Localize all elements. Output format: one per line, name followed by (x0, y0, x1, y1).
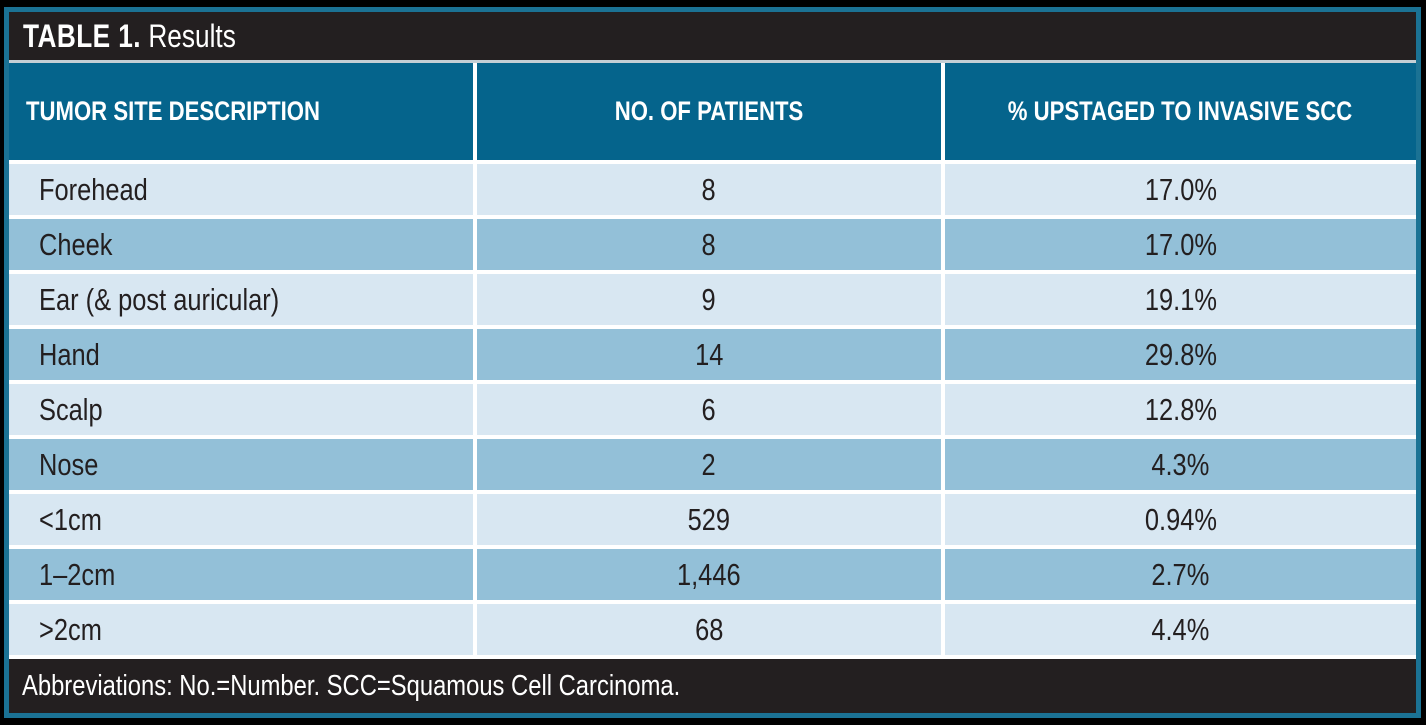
cell-pct-upstaged: 17.0% (945, 219, 1416, 270)
cell-no-of-patients-text: 1,446 (677, 556, 741, 592)
cell-tumor-site: Hand (9, 329, 473, 380)
column-header-pct-upstaged-text: % UPSTAGED TO INVASIVE SCC (1008, 96, 1353, 126)
table-number-label: TABLE 1. (23, 17, 141, 54)
cell-tumor-site-text: 1–2cm (39, 556, 116, 592)
cell-tumor-site: Ear (& post auricular) (9, 274, 473, 325)
cell-no-of-patients: 8 (477, 219, 941, 270)
cell-tumor-site-text: Forehead (39, 171, 148, 207)
cell-pct-upstaged-text: 0.94% (1144, 501, 1217, 537)
cell-pct-upstaged: 19.1% (945, 274, 1416, 325)
cell-pct-upstaged: 4.3% (945, 439, 1416, 490)
cell-tumor-site: Scalp (9, 384, 473, 435)
results-table: TABLE 1. Results TUMOR SITE DESCRIPTION N… (4, 7, 1421, 718)
column-header-pct-upstaged: % UPSTAGED TO INVASIVE SCC (945, 63, 1416, 160)
cell-pct-upstaged-text: 2.7% (1151, 556, 1210, 592)
cell-no-of-patients-text: 9 (701, 281, 717, 317)
cell-no-of-patients-text: 529 (687, 501, 731, 537)
cell-no-of-patients: 14 (477, 329, 941, 380)
table-row: <1cm 529 0.94% (9, 494, 1416, 545)
table-body: Forehead 8 17.0% Cheek 8 17.0% Ear (& post aur… (9, 160, 1416, 655)
cell-tumor-site-text: Hand (39, 336, 100, 372)
cell-tumor-site-text: Cheek (39, 226, 113, 262)
cell-pct-upstaged: 29.8% (945, 329, 1416, 380)
cell-no-of-patients: 2 (477, 439, 941, 490)
cell-no-of-patients: 6 (477, 384, 941, 435)
cell-pct-upstaged: 2.7% (945, 549, 1416, 600)
column-header-tumor-site: TUMOR SITE DESCRIPTION (9, 63, 473, 160)
cell-no-of-patients-text: 2 (701, 446, 717, 482)
cell-tumor-site: >2cm (9, 604, 473, 655)
cell-no-of-patients: 1,446 (477, 549, 941, 600)
table-title-text: Results (148, 17, 236, 54)
cell-tumor-site: 1–2cm (9, 549, 473, 600)
table-title-bar: TABLE 1. Results (9, 12, 1416, 60)
column-header-tumor-site-text: TUMOR SITE DESCRIPTION (26, 96, 320, 126)
cell-no-of-patients: 68 (477, 604, 941, 655)
cell-tumor-site-text: >2cm (39, 611, 102, 647)
table-title: TABLE 1. Results (23, 18, 236, 55)
cell-no-of-patients-text: 8 (701, 171, 717, 207)
cell-pct-upstaged: 4.4% (945, 604, 1416, 655)
column-header-no-of-patients: NO. OF PATIENTS (477, 63, 941, 160)
column-header-no-of-patients-text: NO. OF PATIENTS (614, 96, 804, 126)
table-row: Hand 14 29.8% (9, 329, 1416, 380)
cell-pct-upstaged-text: 17.0% (1144, 226, 1217, 262)
cell-pct-upstaged-text: 19.1% (1144, 281, 1217, 317)
cell-no-of-patients-text: 14 (694, 336, 724, 372)
table-row: Forehead 8 17.0% (9, 164, 1416, 215)
table-row: Cheek 8 17.0% (9, 219, 1416, 270)
cell-no-of-patients-text: 6 (701, 391, 717, 427)
table-row: Scalp 6 12.8% (9, 384, 1416, 435)
cell-pct-upstaged-text: 4.4% (1151, 611, 1210, 647)
cell-pct-upstaged-text: 29.8% (1144, 336, 1217, 372)
cell-no-of-patients-text: 8 (701, 226, 717, 262)
abbreviations-text: Abbreviations: No.=Number. SCC=Squamous … (22, 669, 681, 702)
cell-pct-upstaged: 0.94% (945, 494, 1416, 545)
table-row: Nose 2 4.3% (9, 439, 1416, 490)
cell-tumor-site-text: Ear (& post auricular) (39, 281, 280, 317)
cell-pct-upstaged: 12.8% (945, 384, 1416, 435)
table-row: 1–2cm 1,446 2.7% (9, 549, 1416, 600)
cell-no-of-patients: 529 (477, 494, 941, 545)
cell-pct-upstaged-text: 12.8% (1144, 391, 1217, 427)
cell-tumor-site: Forehead (9, 164, 473, 215)
cell-pct-upstaged-text: 4.3% (1151, 446, 1210, 482)
cell-tumor-site-text: <1cm (39, 501, 102, 537)
cell-pct-upstaged: 17.0% (945, 164, 1416, 215)
cell-tumor-site: <1cm (9, 494, 473, 545)
cell-tumor-site: Cheek (9, 219, 473, 270)
table-row: >2cm 68 4.4% (9, 604, 1416, 655)
cell-no-of-patients: 8 (477, 164, 941, 215)
table-header-row: TUMOR SITE DESCRIPTION NO. OF PATIENTS %… (9, 63, 1416, 160)
cell-tumor-site: Nose (9, 439, 473, 490)
title-separator (9, 60, 1416, 63)
cell-no-of-patients: 9 (477, 274, 941, 325)
cell-no-of-patients-text: 68 (694, 611, 724, 647)
table-footnote-bar: Abbreviations: No.=Number. SCC=Squamous … (9, 659, 1416, 713)
cell-tumor-site-text: Scalp (39, 391, 103, 427)
cell-pct-upstaged-text: 17.0% (1144, 171, 1217, 207)
cell-tumor-site-text: Nose (39, 446, 99, 482)
table-row: Ear (& post auricular) 9 19.1% (9, 274, 1416, 325)
